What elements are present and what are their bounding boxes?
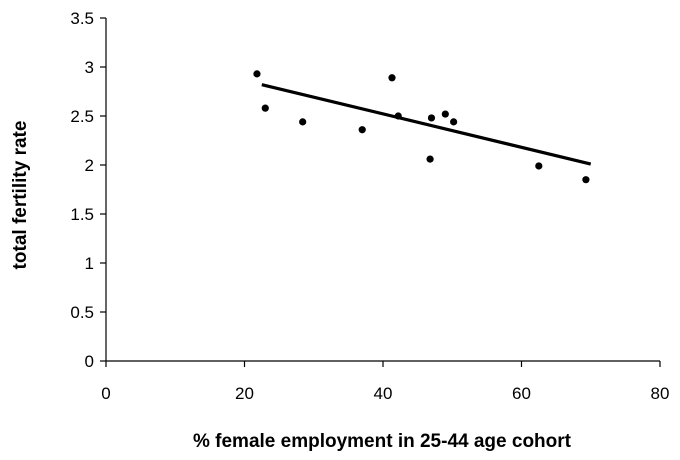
data-point [450, 118, 458, 126]
y-tick-label: 0.5 [70, 303, 94, 322]
data-point [358, 126, 366, 134]
y-tick-label: 1 [85, 254, 94, 273]
data-point [582, 176, 590, 184]
x-tick-label: 60 [512, 384, 531, 403]
data-point [441, 110, 449, 118]
y-tick-label: 3 [85, 58, 94, 77]
y-axis-ticks: 0 0.5 1 1.5 2 2.5 3 3.5 [70, 9, 106, 371]
trend-line [261, 83, 592, 166]
x-tick-label: 80 [651, 384, 670, 403]
data-points [253, 70, 590, 184]
data-point [299, 118, 307, 126]
y-tick-label: 2.5 [70, 107, 94, 126]
y-tick-label: 3.5 [70, 9, 94, 28]
data-point [261, 104, 269, 112]
x-axis-ticks: 0 20 40 60 80 [101, 361, 669, 403]
data-point [426, 155, 434, 163]
x-tick-label: 20 [235, 384, 254, 403]
y-tick-label: 2 [85, 156, 94, 175]
y-axis-title: total fertility rate [10, 121, 31, 270]
data-point [388, 74, 396, 82]
x-axis-title: % female employment in 25-44 age cohort [193, 431, 572, 452]
x-tick-label: 40 [374, 384, 393, 403]
data-point [535, 162, 543, 170]
data-point [427, 114, 436, 122]
y-tick-label: 1.5 [70, 205, 94, 224]
y-tick-label: 0 [85, 352, 94, 371]
data-point [253, 70, 261, 78]
x-tick-label: 0 [101, 384, 110, 403]
